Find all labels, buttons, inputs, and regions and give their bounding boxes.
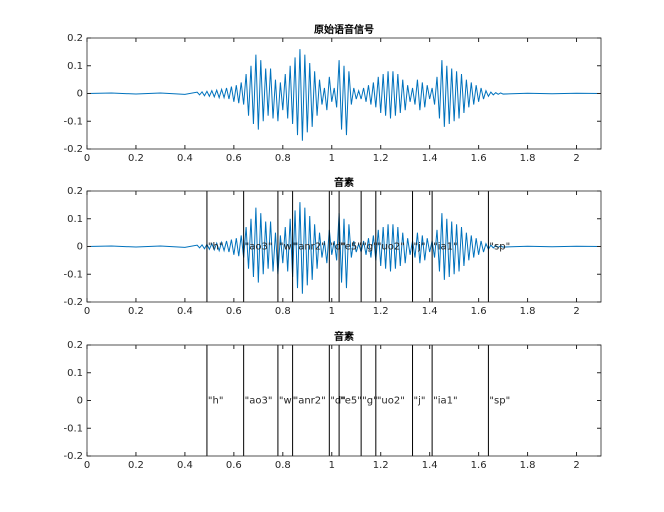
phoneme-label: "sp"	[489, 396, 510, 407]
phoneme-label: "g"	[362, 242, 378, 253]
y-tick-label: 0.1	[67, 61, 83, 72]
x-tick-label: 0.4	[177, 153, 193, 164]
x-tick-label: 0.8	[275, 306, 291, 317]
y-tick-label: 0.2	[67, 33, 83, 44]
axes-background	[87, 345, 601, 456]
chart-title: 音素	[334, 176, 354, 189]
phoneme-label: "sp"	[489, 242, 510, 253]
x-tick-label: 1.2	[373, 306, 389, 317]
phoneme-label: "h"	[208, 242, 224, 253]
y-tick-label: 0.1	[67, 368, 83, 379]
y-tick-label: -0.1	[63, 423, 83, 434]
phoneme-label: "anr2"	[294, 242, 326, 253]
y-tick-label: -0.2	[63, 297, 83, 308]
waveform	[86, 49, 602, 141]
x-tick-label: 1.2	[373, 153, 389, 164]
x-tick-label: 1	[329, 460, 335, 471]
x-tick-label: 1.4	[422, 306, 438, 317]
x-tick-label: 2	[573, 460, 579, 471]
phoneme-label: "j"	[414, 242, 426, 253]
x-tick-label: 1.4	[422, 153, 438, 164]
x-tick-label: 0.8	[275, 460, 291, 471]
x-tick-label: 1.8	[520, 153, 536, 164]
y-tick-label: -0.1	[63, 269, 83, 280]
x-tick-label: 0.6	[226, 460, 242, 471]
phoneme-label: "ao3"	[245, 242, 273, 253]
x-tick-label: 1.2	[373, 460, 389, 471]
x-tick-label: 0	[84, 306, 90, 317]
phoneme-label: "uo2"	[377, 396, 405, 407]
x-tick-label: 2	[573, 153, 579, 164]
phoneme-label: "j"	[414, 396, 426, 407]
x-tick-label: 2	[573, 306, 579, 317]
x-tick-label: 0.4	[177, 306, 193, 317]
chart-title: 音素	[334, 330, 354, 343]
phoneme-label: "h"	[208, 396, 224, 407]
chart-title: 原始语音信号	[314, 23, 374, 36]
y-tick-label: 0	[77, 396, 83, 407]
y-tick-label: 0.2	[67, 186, 83, 197]
phoneme-label: "e5"	[340, 242, 362, 253]
phoneme-label: "anr2"	[294, 396, 326, 407]
x-tick-label: 0	[84, 153, 90, 164]
y-tick-label: -0.2	[63, 144, 83, 155]
x-tick-label: 1.8	[520, 460, 536, 471]
x-tick-label: 1.6	[471, 460, 487, 471]
x-tick-label: 0.6	[226, 153, 242, 164]
x-tick-label: 1.4	[422, 460, 438, 471]
phoneme-label: "d"	[330, 396, 346, 407]
phoneme-label: "w"	[279, 396, 296, 407]
y-tick-label: 0	[77, 242, 83, 253]
phoneme-label: "ia1"	[433, 396, 457, 407]
x-tick-label: 0.2	[128, 306, 144, 317]
phoneme-label: "g"	[362, 396, 378, 407]
y-tick-label: 0.2	[67, 340, 83, 351]
phoneme-label: "e5"	[340, 396, 362, 407]
phoneme-label: "uo2"	[377, 242, 405, 253]
x-tick-label: 0	[84, 460, 90, 471]
x-tick-label: 0.8	[275, 153, 291, 164]
y-tick-label: 0.1	[67, 214, 83, 225]
x-tick-label: 0.4	[177, 460, 193, 471]
phoneme-label: "ia1"	[433, 242, 457, 253]
y-tick-label: 0	[77, 89, 83, 100]
x-tick-label: 1	[329, 306, 335, 317]
y-tick-label: -0.1	[63, 116, 83, 127]
x-tick-label: 1.6	[471, 306, 487, 317]
x-tick-label: 0.6	[226, 306, 242, 317]
x-tick-label: 0.2	[128, 153, 144, 164]
x-tick-label: 1.8	[520, 306, 536, 317]
x-tick-label: 1	[329, 153, 335, 164]
x-tick-label: 1.6	[471, 153, 487, 164]
phoneme-label: "ao3"	[245, 396, 273, 407]
phoneme-label: "d"	[330, 242, 346, 253]
phoneme-label: "w"	[279, 242, 296, 253]
waveform	[86, 202, 602, 294]
x-tick-label: 0.2	[128, 460, 144, 471]
y-tick-label: -0.2	[63, 451, 83, 462]
